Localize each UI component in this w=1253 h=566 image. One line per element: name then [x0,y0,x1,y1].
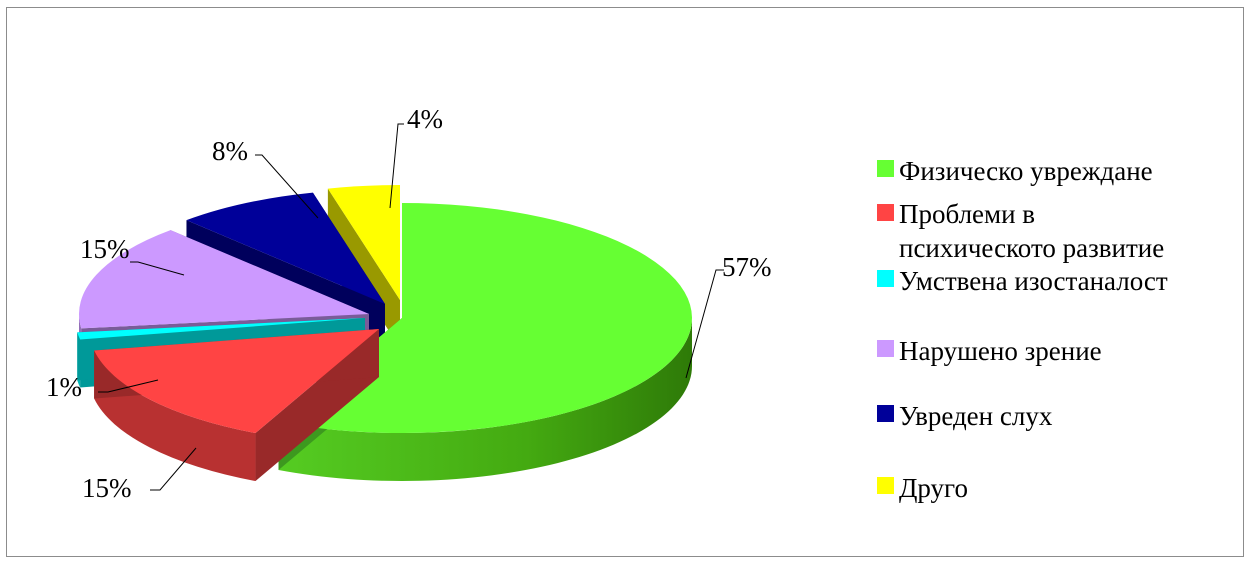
data-label-2: 1% [46,372,82,402]
pie-slices [77,185,692,482]
pie-slice-top-1 [94,329,380,434]
legend-entry-3: Нарушено зрение [899,336,1102,366]
data-label-4: 8% [212,136,248,166]
leader-line-2 [98,379,159,393]
leader-lines [98,123,724,491]
legend-entry-0: Физическо увреждане [899,156,1153,186]
leader-line-5 [389,123,404,209]
data-labels: 57% 15% 1% 15% 8% 4% [46,104,772,503]
legend-swatch-3 [877,340,894,357]
leader-line-4 [255,154,319,219]
pie-slice-top-0 [278,203,692,433]
pie-slice-top-2 [77,318,365,340]
pie-slice-side-1 [94,350,256,482]
leader-line-0 [685,269,724,379]
data-label-5: 4% [407,104,443,134]
legend-entry-1-line-1: Проблеми в [899,199,1035,229]
pie-slice-1 [94,329,380,482]
legend-entry-2: Умствена изостаналост [899,266,1168,296]
legend-entry-4: Увреден слух [899,401,1053,431]
data-label-1: 15% [82,473,132,503]
pie-slice-top-5 [327,185,400,300]
legend-swatch-5 [877,477,894,494]
legend-swatch-0 [877,160,894,177]
legend-entry-5: Друго [899,473,968,503]
legend: Физическо увреждане Проблеми в психическ… [877,156,1168,503]
legend-entry-1-line-2: психическото развитие [899,233,1164,263]
pie-slice-top-3 [78,230,369,329]
legend-swatch-2 [877,270,894,287]
legend-swatch-4 [877,405,894,422]
data-label-3: 15% [80,234,130,264]
leader-line-1 [150,447,197,491]
data-label-0: 57% [722,252,772,282]
pie-slice-top-4 [186,192,385,304]
pie-slice-side-0 [278,318,692,481]
legend-swatch-1 [877,204,894,221]
leader-line-3 [130,261,185,276]
